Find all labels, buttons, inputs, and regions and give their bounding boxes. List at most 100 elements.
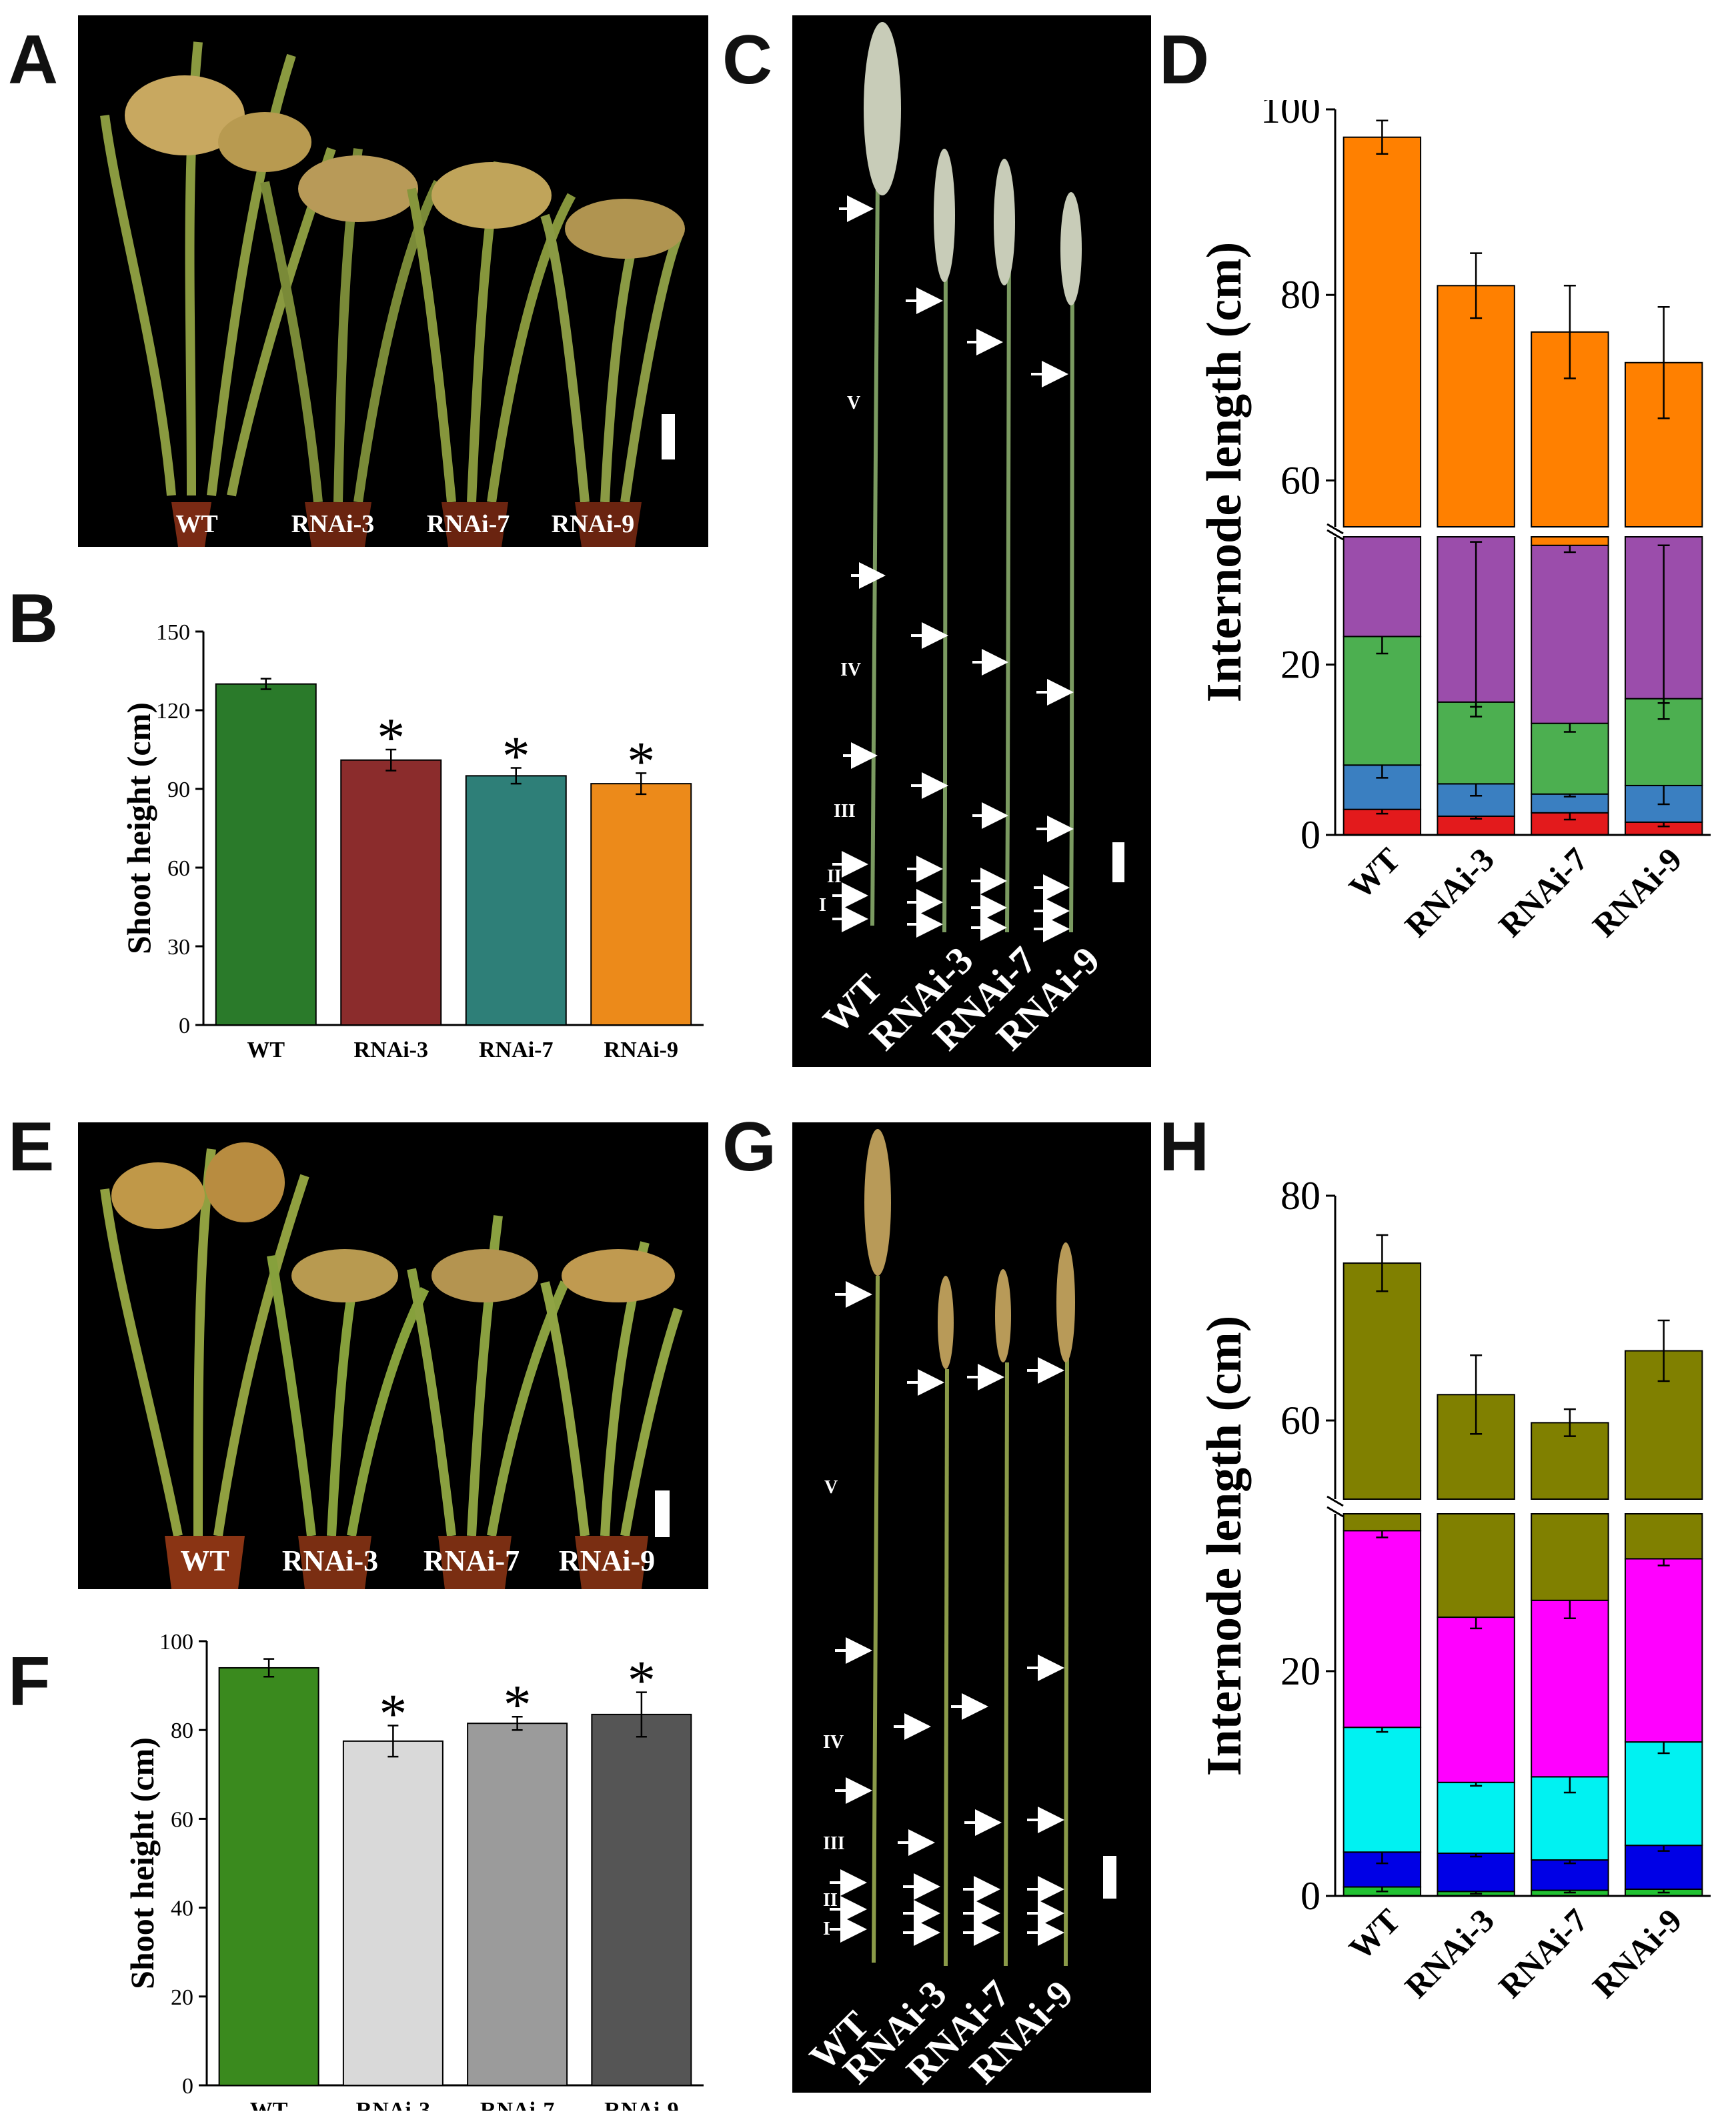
significance-mark: * [377, 707, 405, 769]
plant-photo-e: WT RNAi-3 RNAi-7 RNAi-9 [78, 1122, 708, 1589]
panel-letter-h: H [1159, 1108, 1210, 1186]
panel-letter-f: F [8, 1643, 51, 1721]
pot-label: WT [175, 510, 217, 538]
category-label: WT [1342, 840, 1408, 906]
category-label: WT [1342, 1901, 1408, 1967]
y-tick-label: 80 [171, 1719, 193, 1743]
y-tick-label: 40 [171, 1897, 193, 1921]
category-label: RNAi-9 [604, 2098, 678, 2111]
y-tick-label: 60 [1280, 458, 1321, 502]
plant-rnai7-e [407, 1215, 570, 1537]
category-label: RNAi-3 [1397, 1901, 1501, 2005]
plant-rnai9-e [540, 1241, 683, 1537]
y-tick-label: 30 [167, 935, 190, 960]
significance-mark: * [502, 726, 530, 788]
category-label: WT [247, 1038, 285, 1062]
bar-segment [1531, 536, 1609, 546]
bar-segment [1343, 136, 1422, 527]
category-label: RNAi-3 [356, 2098, 430, 2111]
bar-segment [1531, 1513, 1609, 1601]
panel-letter-a: A [8, 21, 59, 99]
category-label: RNAi-7 [1491, 1901, 1595, 2005]
significance-mark: * [627, 730, 655, 792]
y-axis-label: Shoot height (cm) [123, 1737, 161, 1989]
y-tick-label: 0 [1300, 1874, 1321, 1918]
bar-segment [1437, 285, 1515, 527]
internode-label: IV [840, 660, 861, 680]
plant-rnai3-a [260, 148, 443, 503]
panel-letter-e: E [8, 1108, 55, 1186]
internode-label: I [819, 895, 826, 916]
stem-rnai7 [1004, 1362, 1010, 1967]
y-tick-label: 80 [1280, 273, 1321, 317]
bar-segment [1343, 1727, 1422, 1853]
plant-rnai7-a [407, 161, 576, 503]
axis-break-mark [1327, 1495, 1344, 1507]
y-tick-label: 0 [182, 2074, 193, 2099]
pot-label: RNAi-9 [552, 510, 635, 538]
bar-segment [1531, 1859, 1609, 1891]
bar-segment [1437, 1781, 1515, 1854]
y-axis-label: Internode length (cm) [1197, 1316, 1252, 1777]
bar-segment [1531, 544, 1609, 724]
bar [465, 775, 567, 1026]
panicle-rnai7 [994, 159, 1015, 285]
category-label: RNAi-7 [479, 1038, 553, 1062]
stem-rnai9 [1069, 235, 1075, 933]
plant-rnai9-a [540, 199, 685, 503]
category-label: RNAi-7 [480, 2098, 554, 2111]
y-tick-label: 100 [159, 1630, 193, 1655]
y-tick-label: 0 [1300, 813, 1321, 857]
bar-segment [1343, 1513, 1422, 1532]
y-tick-label: 0 [179, 1014, 190, 1038]
stem-photo-c: V IV III II I WT RNAi-3 RNAi-7 RNAi-9 [792, 15, 1151, 1067]
bar-segment [1343, 1262, 1422, 1500]
bar-segment [1437, 1852, 1515, 1893]
pot-label: RNAi-3 [282, 1544, 378, 1577]
y-tick-label: 100 [1260, 100, 1321, 131]
axis-break-gap [1309, 1500, 1724, 1512]
category-label: RNAi-9 [1585, 840, 1689, 944]
scale-bar [1103, 1856, 1116, 1899]
axis-break-mark [1327, 523, 1344, 535]
bar [218, 1667, 319, 2086]
scale-bar [655, 1490, 670, 1537]
stem-wt [870, 175, 880, 926]
panicle-rnai7 [995, 1269, 1011, 1362]
pot-label: WT [180, 1544, 229, 1577]
stem-rnai9 [1064, 1355, 1070, 1967]
stem-photo-g: V IV III II I WT RNAi-3 RNAi-7 RNAi-9 [792, 1122, 1151, 2093]
panicle-rnai9 [1060, 192, 1082, 305]
chart-internode-length-h: WT RNAi-3 RNAi-7 RNAi-9 0 20 60 80 Internode len… [1160, 1160, 1734, 2047]
bar-segment [1624, 1845, 1703, 1890]
internode-label: V [847, 393, 860, 413]
bar-segment [1343, 1530, 1422, 1729]
internode-label: V [824, 1477, 838, 1498]
chart-shoot-height-b: 0 30 60 90 120 150 WT * RNAi-3 * RNAi-7 * RNAi-9 Shoo… [67, 604, 720, 1087]
pot-label: RNAi-7 [427, 510, 510, 538]
internode-label: III [823, 1833, 845, 1854]
internode-label: I [823, 1919, 830, 1939]
category-label: RNAi-7 [1491, 840, 1595, 944]
y-tick-label: 90 [167, 778, 190, 802]
bar-segment [1437, 1617, 1515, 1783]
pot-label: RNAi-3 [291, 510, 375, 538]
panel-letter-c: C [722, 21, 773, 99]
bar [215, 683, 317, 1026]
bar [590, 783, 692, 1026]
scale-bar [662, 414, 675, 459]
significance-mark: * [504, 1674, 532, 1736]
internode-label: III [834, 801, 856, 822]
bar-segment [1437, 1513, 1515, 1619]
significance-mark: * [379, 1683, 407, 1745]
y-tick-label: 60 [167, 856, 190, 881]
chart-internode-length-d: WT RNAi-3 RNAi-7 RNAi-9 0 20 60 80 100 Internode … [1160, 100, 1734, 987]
pot-label: RNAi-9 [559, 1544, 655, 1577]
bar-segment [1624, 1513, 1703, 1560]
panicle-rnai3 [938, 1276, 954, 1369]
bar-segment [1343, 536, 1422, 638]
category-label: RNAi-3 [354, 1038, 428, 1062]
bar-segment [1531, 722, 1609, 795]
panel-letter-g: G [722, 1108, 776, 1186]
bar [467, 1723, 568, 2086]
